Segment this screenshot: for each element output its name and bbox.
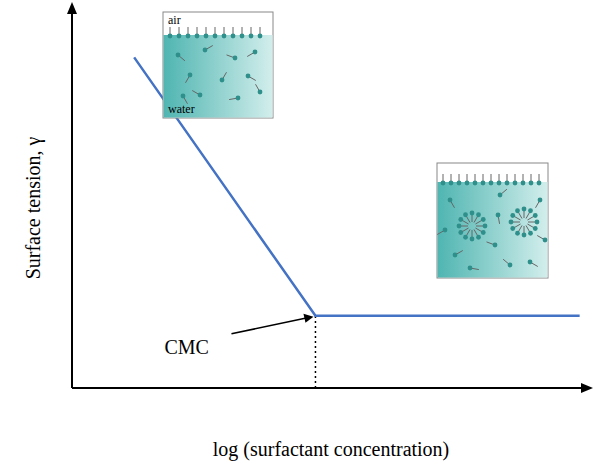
svg-text:Surface tension, γ: Surface tension, γ bbox=[22, 136, 45, 279]
svg-text:CMC: CMC bbox=[164, 336, 208, 358]
svg-text:water: water bbox=[168, 102, 195, 116]
svg-text:log (surfactant concentration): log (surfactant concentration) bbox=[213, 438, 450, 461]
svg-text:air: air bbox=[168, 13, 181, 27]
